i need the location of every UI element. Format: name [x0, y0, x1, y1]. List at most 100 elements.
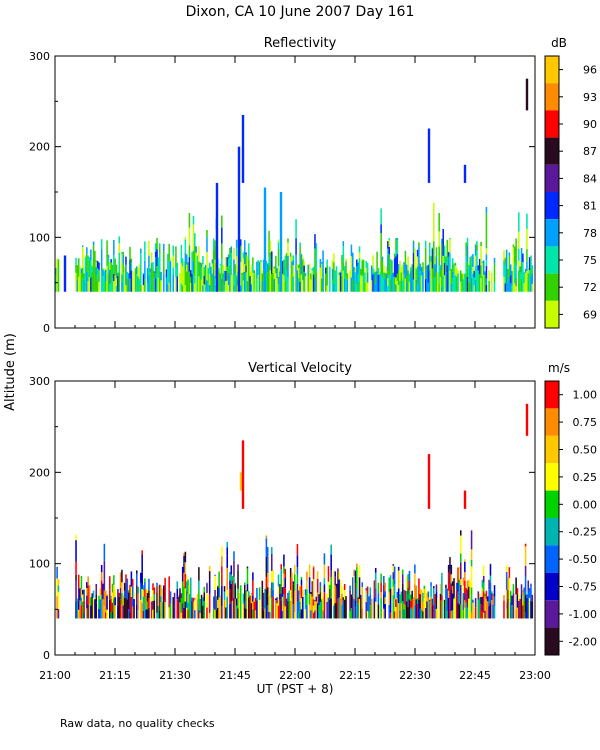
echo-cell	[330, 544, 332, 555]
echo-cell	[100, 270, 103, 292]
echo-cell	[82, 601, 84, 619]
echo-cell	[353, 284, 355, 292]
echo-cell	[522, 276, 524, 292]
echo-cell	[524, 565, 527, 577]
echo-cell	[77, 258, 80, 260]
echo-cell	[253, 270, 255, 274]
echo-cell	[185, 254, 188, 265]
echo-cell	[280, 564, 282, 570]
echo-cell	[125, 264, 127, 286]
echo-cell	[418, 578, 420, 590]
echo-cell	[522, 253, 524, 254]
echo-cell	[103, 268, 106, 271]
echo-cell	[234, 598, 237, 619]
echo-cell	[156, 586, 158, 593]
echo-cell	[256, 587, 258, 601]
echo-cell	[472, 273, 474, 292]
echo-cell	[304, 595, 307, 610]
echo-cell	[237, 608, 239, 619]
echo-cell	[195, 246, 197, 253]
y-tick-label: 300	[29, 50, 50, 63]
echo-cell	[76, 598, 79, 611]
echo-cell	[350, 277, 353, 292]
echo-cell	[473, 285, 476, 292]
echo-cell	[482, 565, 485, 576]
echo-cell	[256, 261, 258, 279]
echo-cell	[372, 267, 374, 275]
echo-cell	[113, 239, 115, 256]
echo-cell	[140, 572, 142, 583]
echo-cell	[268, 257, 270, 265]
echo-cell	[335, 602, 338, 619]
echo-cell	[281, 273, 284, 292]
echo-cell	[183, 562, 185, 573]
echo-cell	[341, 264, 343, 276]
echo-cell	[127, 592, 130, 610]
echo-cell	[419, 588, 422, 595]
echo-cell	[414, 584, 416, 606]
echo-cell	[142, 596, 145, 604]
echo-cell	[341, 585, 343, 594]
echo-cell	[493, 257, 496, 264]
echo-cell	[358, 577, 361, 600]
echo-cell	[269, 598, 272, 613]
echo-cell	[415, 279, 417, 292]
echo-cell	[453, 263, 455, 276]
echo-cell	[433, 586, 435, 589]
echo-cell	[412, 262, 415, 280]
echo-cell	[84, 255, 87, 258]
echo-cell	[368, 611, 370, 619]
echo-cell	[509, 602, 512, 619]
echo-cell	[106, 243, 108, 257]
echo-cell	[75, 264, 77, 273]
echo-cell	[276, 597, 278, 604]
event-column	[237, 146, 241, 292]
echo-cell	[168, 576, 170, 589]
echo-cell	[277, 574, 280, 587]
echo-cell	[223, 285, 226, 292]
echo-cell	[320, 263, 323, 279]
echo-cell	[188, 227, 191, 246]
echo-cell	[148, 598, 150, 608]
echo-cell	[356, 283, 358, 292]
echo-cell	[144, 260, 146, 280]
echo-cell	[221, 566, 223, 575]
echo-cell	[196, 270, 199, 292]
echo-cell	[250, 284, 253, 292]
echo-cell	[422, 601, 424, 612]
echo-cell	[393, 598, 396, 612]
echo-cell	[339, 272, 342, 292]
echo-cell	[235, 605, 238, 619]
echo-cell	[109, 589, 111, 600]
echo-cell	[181, 285, 184, 292]
echo-cell	[430, 276, 432, 292]
echo-cell	[176, 262, 179, 277]
echo-cell	[470, 559, 473, 567]
echo-cell	[253, 273, 255, 292]
echo-cell	[242, 603, 245, 619]
echo-cell	[462, 610, 465, 619]
echo-cell	[214, 276, 216, 292]
echo-cell	[210, 266, 212, 278]
echo-cell	[458, 604, 461, 619]
echo-cell	[77, 259, 80, 277]
echo-cell	[300, 253, 303, 255]
echo-cell	[464, 273, 466, 280]
echo-cell	[484, 610, 486, 619]
echo-cell	[512, 244, 515, 248]
echo-cell	[522, 262, 524, 277]
echo-cell	[199, 262, 201, 272]
echo-cell	[357, 603, 359, 619]
echo-cell	[384, 582, 386, 592]
echo-cell	[520, 272, 523, 279]
echo-cell	[418, 589, 420, 600]
echo-cell	[218, 571, 220, 588]
echo-cell	[169, 258, 172, 262]
echo-cell	[188, 257, 191, 272]
echo-cell	[96, 280, 99, 292]
echo-cell	[304, 276, 307, 292]
echo-cell	[464, 593, 466, 601]
echo-cell	[443, 245, 446, 263]
echo-cell	[511, 595, 513, 606]
echo-cell	[350, 256, 353, 264]
